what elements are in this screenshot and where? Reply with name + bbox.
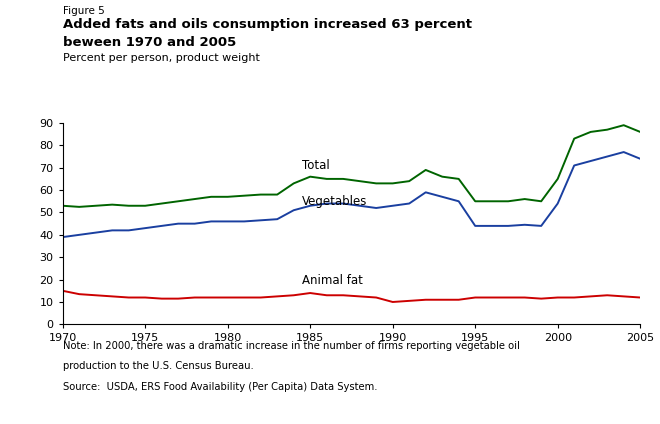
Text: Note: In 2000, there was a dramatic increase in the number of firms reporting ve: Note: In 2000, there was a dramatic incr… — [63, 341, 519, 351]
Text: Added fats and oils consumption increased 63 percent: Added fats and oils consumption increase… — [63, 18, 472, 31]
Text: production to the U.S. Census Bureau.: production to the U.S. Census Bureau. — [63, 361, 253, 371]
Text: Vegetables: Vegetables — [302, 195, 368, 208]
Text: Animal fat: Animal fat — [302, 274, 363, 287]
Text: Figure 5: Figure 5 — [63, 6, 104, 17]
Text: Total: Total — [302, 159, 330, 172]
Text: Percent per person, product weight: Percent per person, product weight — [63, 53, 259, 63]
Text: beween 1970 and 2005: beween 1970 and 2005 — [63, 36, 236, 49]
Text: Source:  USDA, ERS Food Availability (Per Capita) Data System.: Source: USDA, ERS Food Availability (Per… — [63, 382, 378, 392]
